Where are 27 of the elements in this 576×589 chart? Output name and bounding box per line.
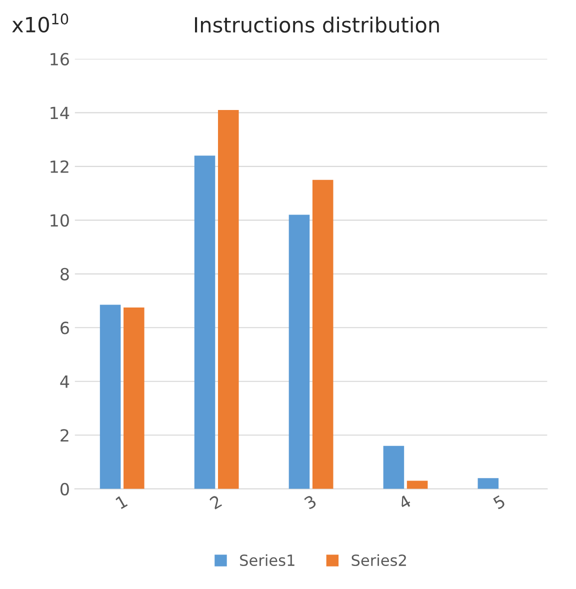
bar — [406, 480, 428, 489]
y-tick-label: 0 — [60, 482, 69, 496]
x-tick-label: 3 — [304, 494, 317, 510]
legend-label: Series1 — [240, 554, 294, 566]
y-tick-label: 6 — [60, 322, 69, 334]
x-tick-label: 4 — [398, 494, 412, 510]
y-tick-label: 10 — [50, 214, 69, 227]
y-tick-label: 12 — [50, 160, 68, 173]
bar — [124, 307, 144, 489]
bar — [312, 180, 334, 489]
bar — [100, 304, 121, 489]
bar — [194, 156, 216, 489]
x-tick-label: 1 — [115, 494, 128, 510]
y-tick-label: 8 — [60, 268, 69, 280]
x-tick-label: 2 — [209, 494, 222, 510]
y-tick-label: 14 — [50, 106, 70, 119]
y-tick-label: 16 — [50, 52, 69, 66]
y-tick-label: 2 — [60, 429, 68, 442]
bar — [383, 446, 404, 489]
bar — [218, 110, 239, 489]
text: x10$^{10}$ — [12, 13, 68, 33]
legend-label: Series2 — [352, 554, 406, 566]
x-tick-label: 5 — [492, 494, 506, 510]
bar — [288, 214, 310, 489]
chart-title: Instructions distribution — [195, 16, 439, 33]
y-tick-label: 4 — [60, 376, 70, 388]
bar — [478, 478, 499, 489]
